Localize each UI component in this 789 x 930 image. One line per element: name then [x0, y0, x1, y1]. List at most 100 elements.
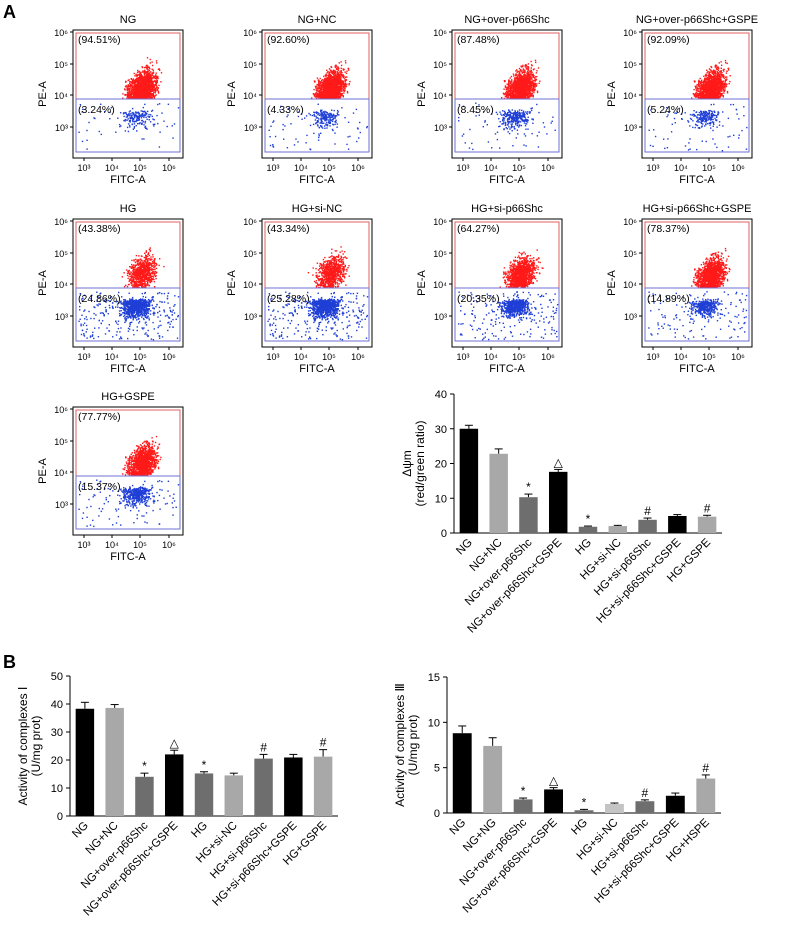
blue-dot	[136, 119, 138, 121]
red-dot	[338, 74, 341, 76]
red-dot	[522, 90, 524, 92]
red-dot	[515, 83, 517, 85]
blue-dot	[172, 137, 174, 139]
red-dot	[139, 71, 141, 74]
red-dot	[132, 79, 135, 82]
red-dot	[141, 92, 144, 94]
red-dot	[128, 90, 130, 93]
red-dot	[520, 87, 522, 89]
red-dot	[144, 72, 146, 74]
red-dot	[517, 74, 519, 76]
red-dot	[136, 77, 139, 80]
blue-dot	[141, 114, 143, 116]
red-dot	[152, 69, 154, 71]
red-dot	[139, 84, 141, 87]
red-dot	[126, 86, 128, 88]
y-tick-label: 10⁴	[54, 91, 68, 101]
red-dot	[144, 66, 146, 69]
red-dot	[143, 78, 145, 80]
blue-dot	[118, 123, 121, 126]
red-dot	[516, 77, 518, 79]
red-dot	[142, 79, 145, 81]
red-dot	[135, 91, 137, 93]
blue-dot	[321, 117, 324, 119]
red-dot	[512, 82, 514, 84]
blue-dot	[158, 146, 161, 148]
red-dot	[530, 67, 532, 69]
red-dot	[522, 96, 525, 98]
x-axis-label: FITC-A	[110, 174, 146, 186]
red-dot	[144, 81, 147, 84]
red-dot	[151, 89, 153, 92]
red-dot	[157, 89, 159, 92]
red-dot	[137, 69, 139, 72]
red-dot	[149, 74, 151, 76]
red-dot	[136, 85, 138, 87]
x-tick-label: 10⁴	[484, 163, 498, 173]
blue-dot	[139, 122, 141, 124]
red-dot	[333, 92, 336, 94]
red-dot	[340, 82, 342, 84]
red-dot	[343, 68, 345, 71]
blue-dot	[320, 132, 322, 134]
blue-dot	[318, 126, 320, 129]
red-dot	[150, 86, 152, 88]
red-dot	[153, 80, 155, 83]
red-dot	[136, 96, 138, 98]
red-dot	[519, 85, 522, 87]
blue-dot	[131, 123, 133, 126]
blue-dot	[337, 111, 339, 113]
red-dot	[144, 80, 146, 83]
y-axis-label: PE-A	[416, 81, 428, 107]
red-dot	[138, 86, 141, 89]
red-dot	[141, 94, 144, 97]
red-dot	[145, 75, 147, 77]
red-dot	[134, 80, 136, 83]
red-dot	[128, 88, 131, 90]
red-dot	[133, 82, 136, 84]
red-dot	[530, 77, 533, 79]
red-dot	[150, 71, 152, 73]
red-dot	[522, 64, 524, 67]
blue-dot	[313, 132, 315, 135]
red-dot	[522, 65, 524, 68]
blue-dot	[324, 111, 326, 114]
red-dot	[343, 84, 346, 86]
blue-dot	[141, 123, 143, 125]
blue-dot	[138, 113, 140, 115]
blue-dot	[320, 120, 322, 122]
blue-dot	[147, 115, 149, 118]
red-dot	[143, 82, 145, 84]
red-dot	[324, 93, 326, 96]
blue-dot	[132, 128, 134, 130]
red-dot	[344, 87, 346, 89]
red-dot	[336, 71, 339, 73]
blue-dot	[332, 116, 334, 118]
red-dot	[152, 71, 155, 73]
red-dot	[149, 79, 151, 82]
red-dot	[137, 80, 140, 83]
red-dot	[532, 87, 535, 89]
red-dot	[346, 70, 348, 72]
blue-dot	[143, 115, 145, 117]
red-dot	[146, 72, 148, 74]
red-dot	[515, 70, 517, 72]
red-dot	[133, 87, 135, 89]
red-dot	[135, 89, 137, 92]
blue-dot	[166, 125, 168, 128]
red-dot	[132, 82, 135, 84]
red-dot	[326, 92, 329, 94]
x-tick-label: 10⁶	[162, 163, 176, 173]
red-dot	[526, 80, 528, 83]
red-dot	[533, 91, 535, 94]
red-dot	[147, 88, 149, 90]
red-dot	[153, 87, 156, 89]
blue-dot	[269, 136, 271, 138]
red-dot	[140, 81, 142, 84]
red-dot	[146, 76, 148, 78]
red-dot	[513, 88, 516, 90]
red-dot	[128, 93, 131, 95]
red-dot	[158, 68, 160, 70]
blue-dot	[326, 125, 329, 127]
red-dot	[532, 85, 534, 87]
